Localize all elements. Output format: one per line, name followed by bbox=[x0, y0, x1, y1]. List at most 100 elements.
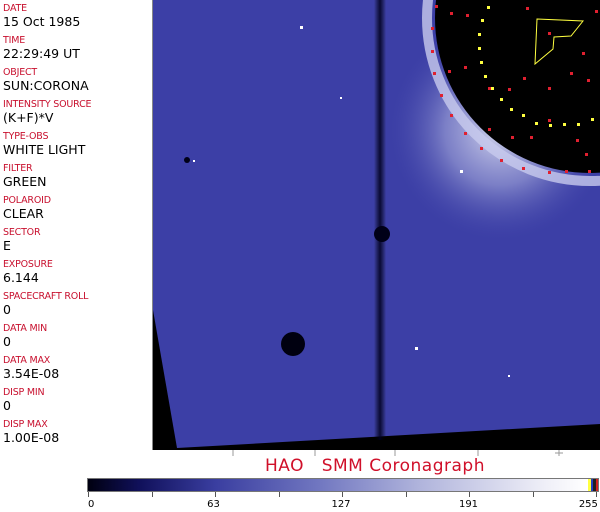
grid-overlay bbox=[431, 5, 598, 174]
overlay-dot-yellow bbox=[577, 123, 580, 126]
field-label: OBJECT bbox=[3, 67, 38, 78]
colorbar bbox=[87, 478, 599, 492]
overlay-dot-yellow bbox=[549, 124, 552, 127]
colorbar-tick bbox=[215, 492, 216, 497]
overlay-dot-red bbox=[511, 136, 514, 139]
field-value: WHITE LIGHT bbox=[3, 142, 86, 157]
colorbar-tick bbox=[596, 492, 597, 497]
instrument-title: HAO SMM Coronagraph bbox=[265, 456, 485, 476]
header-field: TIME 22:29:49 UT bbox=[3, 35, 80, 61]
overlay-dot-red bbox=[576, 139, 579, 142]
field-value: GREEN bbox=[3, 174, 47, 189]
overlay-dot-red bbox=[448, 70, 451, 73]
overlay-dot-red bbox=[570, 72, 573, 75]
colorbar-stripe bbox=[588, 479, 591, 491]
overlay-dot-red bbox=[548, 171, 551, 174]
header-info-panel: DATE 15 Oct 1985 TIME 22:29:49 UT OBJECT SUN:… bbox=[0, 0, 153, 450]
overlay-dot-red bbox=[464, 132, 467, 135]
header-field: DISP MAX 1.00E-08 bbox=[3, 419, 59, 445]
dark-spot bbox=[281, 332, 305, 356]
colorbar-tick bbox=[469, 492, 470, 497]
colorbar-tick bbox=[342, 492, 343, 497]
field-value: 0 bbox=[3, 398, 11, 413]
colorbar-tick bbox=[151, 492, 153, 497]
overlay-dot-red bbox=[585, 153, 588, 156]
field-value: 15 Oct 1985 bbox=[3, 14, 81, 29]
field-label: TYPE-OBS bbox=[3, 131, 49, 142]
overlay-dot-red bbox=[565, 170, 568, 173]
overlay-dot-yellow bbox=[510, 108, 513, 111]
field-label: EXPOSURE bbox=[3, 259, 53, 270]
occulter-disk bbox=[435, 0, 600, 173]
overlay-dot-red bbox=[466, 14, 469, 17]
overlay-dot-yellow bbox=[480, 61, 483, 64]
orientation-marker bbox=[534, 18, 585, 66]
overlay-dot-red bbox=[587, 79, 590, 82]
overlay-dot-red bbox=[488, 128, 491, 131]
overlay-dot-yellow bbox=[481, 19, 484, 22]
overlay-dot-red bbox=[488, 87, 491, 90]
overlay-dot-red bbox=[588, 170, 591, 173]
bottom-axis-ticks bbox=[232, 450, 563, 456]
overlay-dot-red bbox=[526, 7, 529, 10]
overlay-dot-yellow bbox=[563, 123, 566, 126]
field-value: 0 bbox=[3, 334, 11, 349]
colorbar-overlay-colors bbox=[588, 479, 598, 491]
dark-spot bbox=[184, 157, 190, 163]
colorbar-tick bbox=[88, 492, 89, 497]
header-field: POLAROID CLEAR bbox=[3, 195, 51, 221]
occulter-halo bbox=[422, 0, 600, 186]
field-label: DATA MIN bbox=[3, 323, 47, 334]
overlay-dot-red bbox=[450, 12, 453, 15]
header-field: TYPE-OBS WHITE LIGHT bbox=[3, 131, 85, 157]
bright-points bbox=[193, 26, 510, 377]
overlay-dot-red bbox=[530, 136, 533, 139]
field-label: POLAROID bbox=[3, 195, 51, 206]
header-field: FILTER GREEN bbox=[3, 163, 47, 189]
field-label: SECTOR bbox=[3, 227, 41, 238]
overlay-dot-red bbox=[433, 72, 436, 75]
overlay-dot-yellow bbox=[500, 98, 503, 101]
field-value: CLEAR bbox=[3, 206, 44, 221]
overlay-dot-red bbox=[500, 159, 503, 162]
field-label: SPACECRAFT ROLL bbox=[3, 291, 89, 302]
colorbar-tick-label: 63 bbox=[207, 499, 220, 510]
overlay-dot-yellow bbox=[491, 87, 494, 90]
overlay-dot-red bbox=[548, 119, 551, 122]
coronagraph-image bbox=[153, 0, 600, 450]
overlay-dot-red bbox=[548, 87, 551, 90]
overlay-dot-red bbox=[480, 147, 483, 150]
field-label: FILTER bbox=[3, 163, 33, 174]
field-value: 22:29:49 UT bbox=[3, 46, 80, 61]
colorbar-tick-label: 127 bbox=[331, 499, 351, 510]
header-field: DATE 15 Oct 1985 bbox=[3, 3, 80, 29]
pylon-streak bbox=[374, 0, 386, 440]
overlay-dot-yellow bbox=[487, 6, 490, 9]
colorbar-tick-label: 191 bbox=[458, 499, 479, 510]
overlay-dot-red bbox=[431, 50, 434, 53]
field-value: 6.144 bbox=[3, 270, 39, 285]
field-value: 0 bbox=[3, 302, 11, 317]
overlay-dot-red bbox=[522, 167, 525, 170]
header-field: OBJECT SUN:CORONA bbox=[3, 67, 89, 93]
dark-spot bbox=[374, 226, 390, 242]
overlay-dot-yellow bbox=[522, 114, 525, 117]
overlay-dot-yellow bbox=[478, 47, 481, 50]
overlay-dot-yellow bbox=[535, 122, 538, 125]
field-value: (K+F)*V bbox=[3, 110, 54, 125]
header-field: EXPOSURE 6.144 bbox=[3, 259, 53, 285]
colorbar-tick-label: 0 bbox=[88, 499, 95, 510]
overlay-dot-red bbox=[508, 88, 511, 91]
overlay-dot-red bbox=[523, 77, 526, 80]
overlay-dot-red bbox=[440, 94, 443, 97]
field-label: DATA MAX bbox=[3, 355, 51, 366]
field-label: DISP MIN bbox=[3, 387, 45, 398]
colorbar-tick bbox=[532, 492, 534, 497]
overlay-dot-yellow bbox=[591, 118, 594, 121]
overlay-dot-red bbox=[431, 27, 434, 30]
field-value: 3.54E-08 bbox=[3, 366, 60, 381]
overlay-dot-red bbox=[582, 52, 585, 55]
field-label: DISP MAX bbox=[3, 419, 48, 430]
overlay-dot-red bbox=[450, 114, 453, 117]
overlay-dot-red bbox=[435, 5, 438, 8]
